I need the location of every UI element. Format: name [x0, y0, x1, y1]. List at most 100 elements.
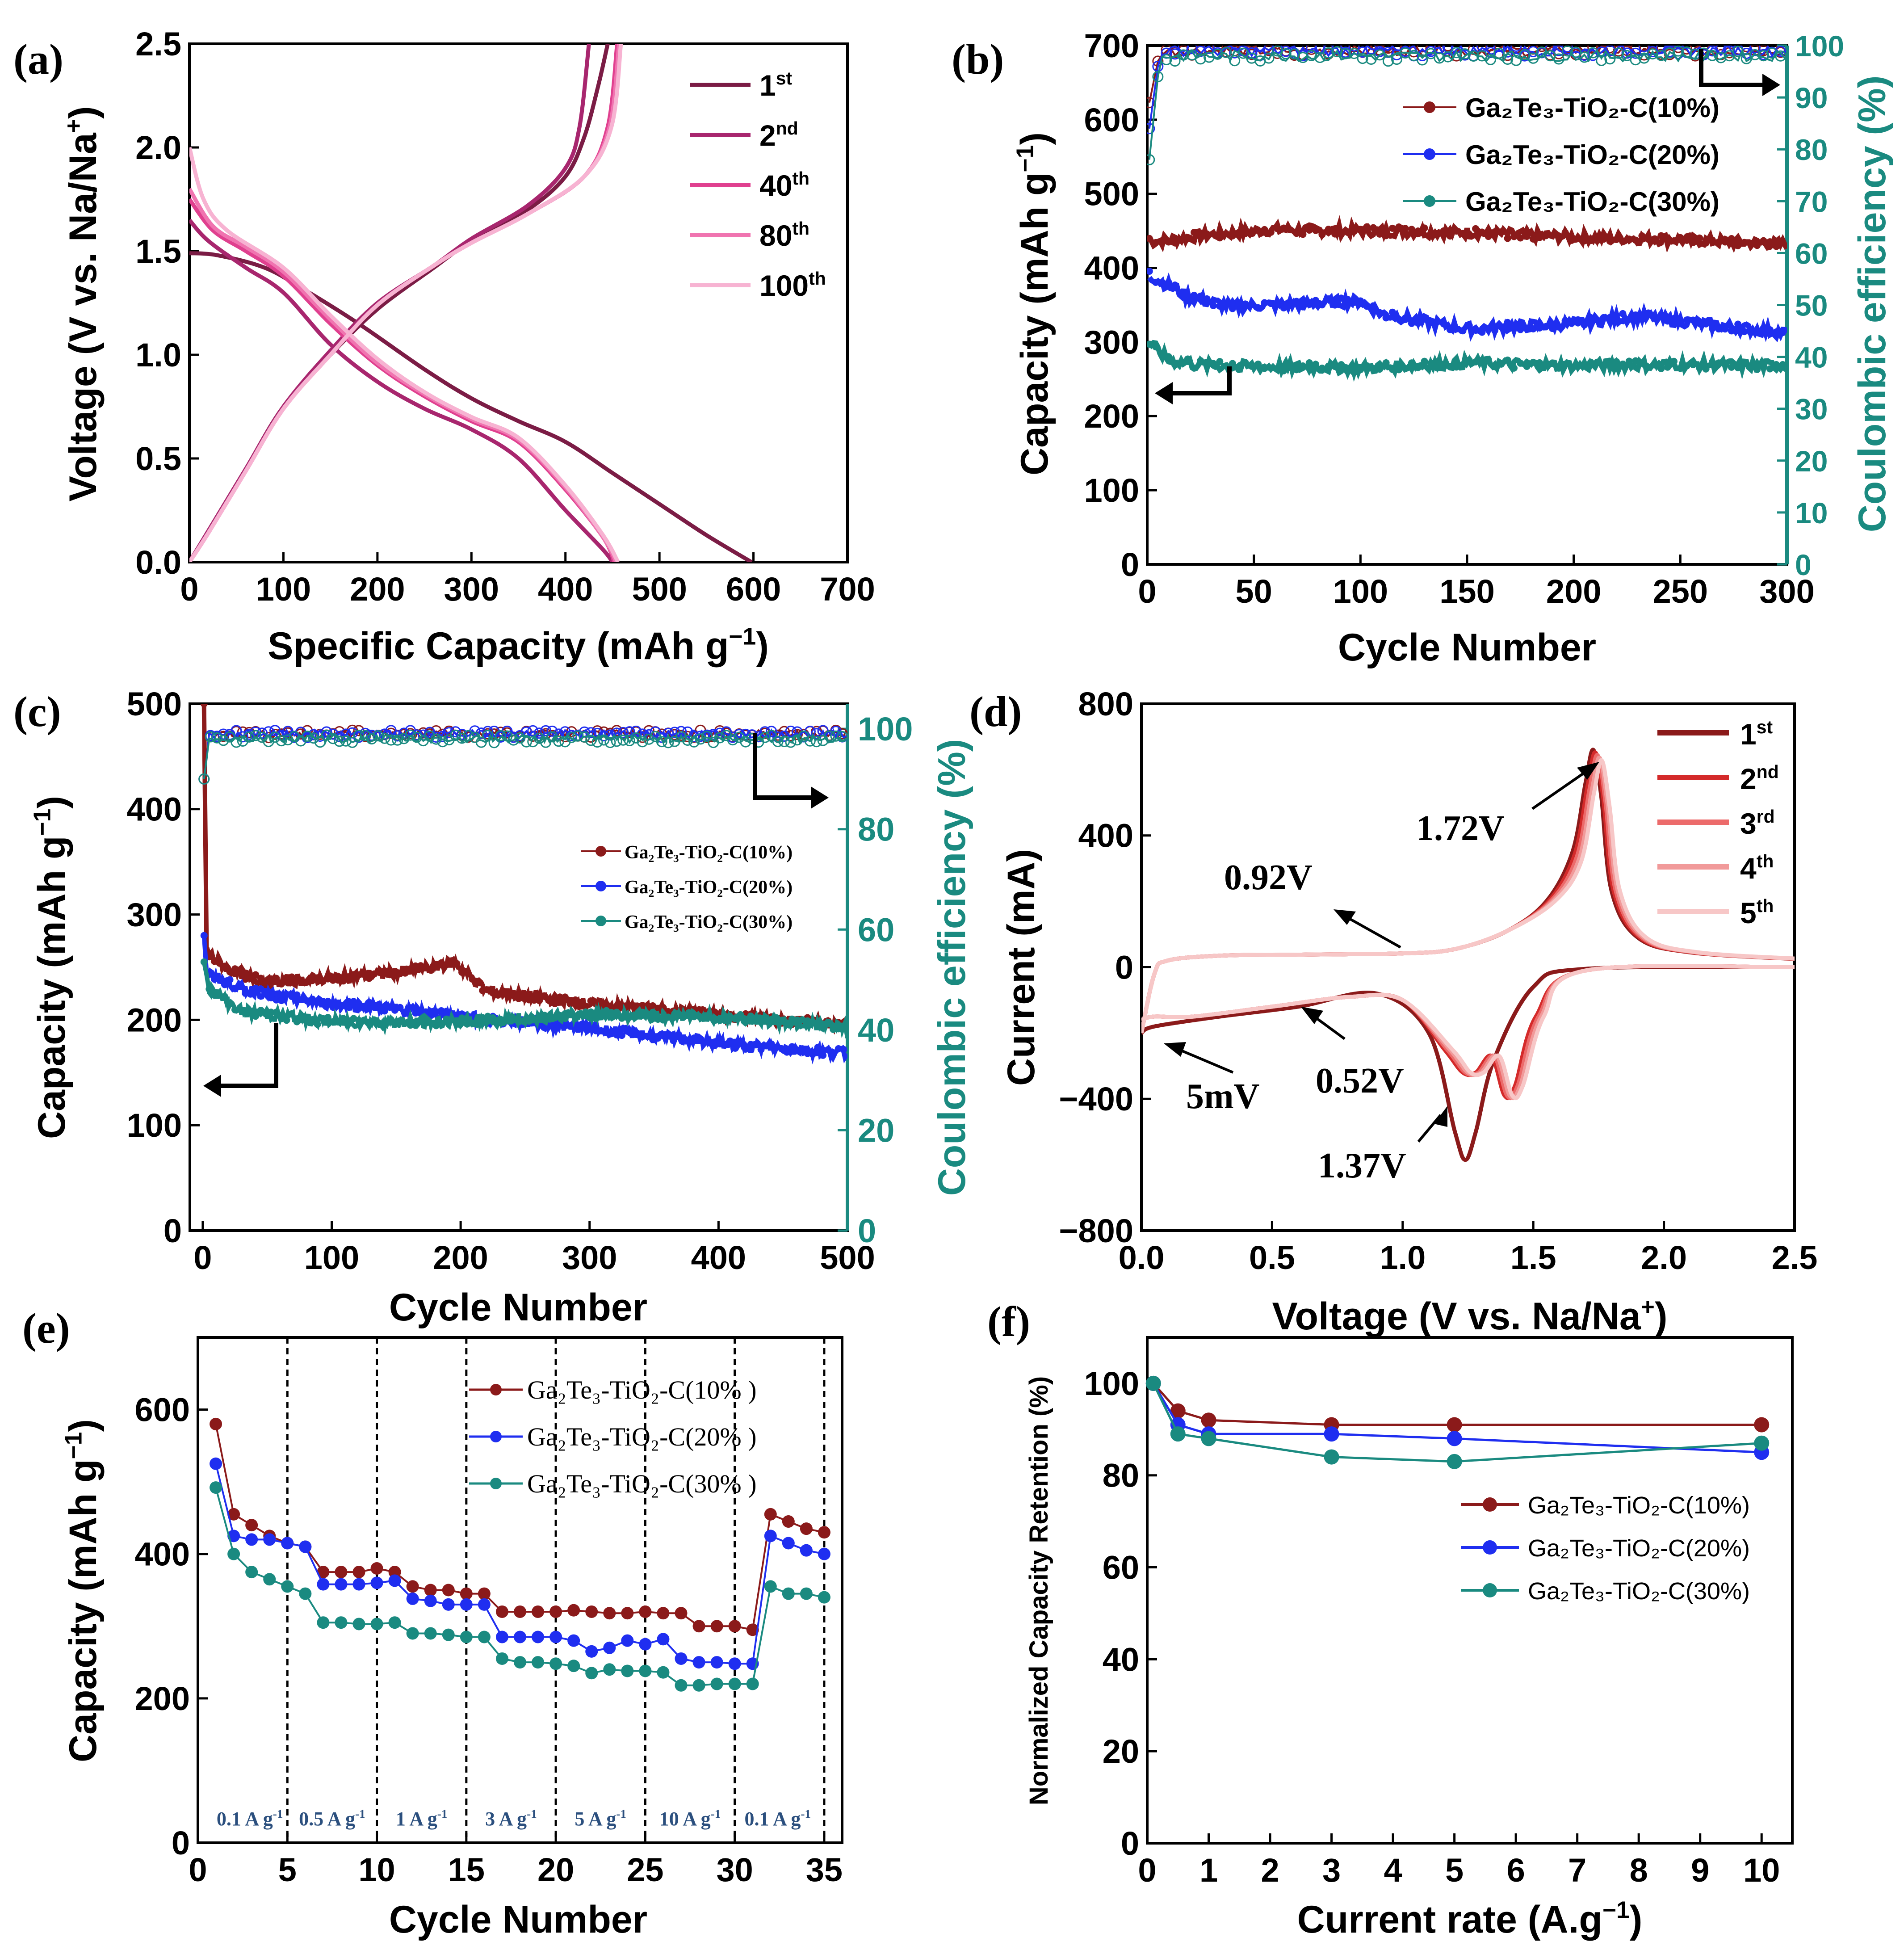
- capacity-point: [1459, 361, 1467, 369]
- superscript: ): [30, 796, 73, 809]
- capacity-point: [1677, 365, 1684, 372]
- capacity-point: [1779, 238, 1787, 246]
- capacity-point: [1235, 229, 1243, 236]
- x-tick-label: 2.5: [1772, 1239, 1818, 1276]
- rate-point: [406, 1592, 419, 1605]
- rate-point: [335, 1616, 348, 1629]
- ce-point: [663, 737, 674, 748]
- text-span: 100: [759, 269, 809, 302]
- capacity-point: [1261, 299, 1268, 307]
- rate-point: [388, 1616, 401, 1629]
- capacity-point: [1222, 230, 1230, 237]
- legend-label: Ga₂Te₃-TiO₂-C(30%): [1465, 187, 1719, 217]
- capacity-point: [1632, 236, 1640, 244]
- capacity-point: [680, 1013, 688, 1021]
- capacity-point: [613, 1031, 621, 1038]
- y-tick-label: 600: [135, 1391, 190, 1428]
- capacity-point: [520, 1017, 528, 1025]
- capacity-point: [391, 1021, 398, 1028]
- legend-label: Ga₂Te₃-TiO₂-C(30%): [1528, 1578, 1750, 1605]
- y2-axis-title: Coulombic efficiency (%): [1851, 76, 1894, 533]
- x-tick-label: 0: [1138, 1852, 1156, 1889]
- legend-label: Ga₂Te₃-TiO₂-C(10%): [1465, 93, 1719, 123]
- legend-label: 3rd: [1740, 806, 1775, 840]
- capacity-point: [1357, 366, 1364, 374]
- capacity-point: [1395, 366, 1403, 374]
- y-tick-label: 300: [1084, 324, 1139, 361]
- capacity-point: [1147, 267, 1153, 275]
- capacity-point: [360, 969, 368, 976]
- capacity-point: [1408, 226, 1415, 233]
- y2-tick-label: 80: [1795, 133, 1828, 166]
- capacity-point: [824, 1018, 832, 1026]
- ce-point: [276, 735, 287, 747]
- ce-point: [1280, 48, 1292, 59]
- ce-point: [1425, 48, 1437, 59]
- y-axis-title: Capacity (mAh g−1): [29, 796, 73, 1139]
- capacity-point: [412, 1021, 419, 1029]
- plot-frame: [1146, 1336, 1794, 1845]
- ce-point: [514, 732, 526, 744]
- capacity-point: [309, 1016, 316, 1024]
- capacity-point: [1184, 297, 1191, 304]
- capacity-point: [288, 1010, 296, 1017]
- text-span: 3 A g: [485, 1808, 527, 1830]
- capacity-point: [1209, 230, 1217, 238]
- y2-tick-label: 90: [1795, 81, 1828, 114]
- x-tick-label: 2: [1261, 1852, 1279, 1889]
- x-axis-title: Cycle Number: [1338, 626, 1596, 669]
- y2-tick-label: 70: [1795, 185, 1828, 218]
- y-tick-label: 0: [172, 1824, 190, 1862]
- capacity-point: [1254, 360, 1262, 368]
- capacity-point: [1613, 312, 1620, 319]
- y-tick-label: 0: [1115, 949, 1133, 986]
- capacity-point: [1229, 305, 1236, 312]
- ce-point: [315, 736, 326, 748]
- ce-point: [302, 731, 313, 742]
- y-tick-label: 100: [1084, 472, 1139, 509]
- capacity-point: [1536, 324, 1543, 332]
- x-tick-label: 0: [193, 1239, 212, 1276]
- x-axis-title: Specific Capacity (mAh g−1): [268, 623, 769, 668]
- capacity-point: [309, 996, 316, 1003]
- rate-point: [764, 1530, 777, 1542]
- rate-point: [514, 1656, 526, 1669]
- superscript: ): [62, 106, 105, 119]
- ce-point: [630, 732, 642, 744]
- ce-point: [1314, 52, 1326, 63]
- capacity-point: [277, 980, 285, 988]
- capacity-point: [345, 1020, 352, 1028]
- superscript: rd: [1757, 806, 1775, 827]
- rate-point: [585, 1645, 598, 1658]
- ce-point: [1664, 47, 1675, 59]
- ce-point: [1434, 52, 1445, 64]
- panel-label: (a): [13, 35, 63, 83]
- capacity-point: [819, 1024, 827, 1032]
- ce-point: [488, 737, 500, 748]
- capacity-point: [412, 962, 419, 970]
- rate-point: [442, 1598, 455, 1611]
- ce-point: [811, 728, 822, 740]
- capacity-point: [1657, 365, 1665, 372]
- panel-label: (b): [952, 35, 1004, 83]
- ce-point: [495, 730, 507, 741]
- capacity-point: [1721, 238, 1729, 246]
- capacity-point: [314, 999, 321, 1006]
- text-span: 10 A g: [659, 1808, 711, 1830]
- superscript: -1: [527, 1807, 537, 1820]
- capacity-point: [793, 1016, 801, 1024]
- ce-point: [1451, 47, 1462, 59]
- capacity-point: [376, 1021, 383, 1028]
- legend-marker: [490, 1431, 502, 1442]
- rate-point: [299, 1587, 312, 1600]
- capacity-point: [1574, 235, 1582, 242]
- ce-point: [450, 730, 461, 741]
- retention-point: [1754, 1417, 1770, 1433]
- ce-point: [714, 732, 726, 744]
- capacity-point: [1203, 295, 1211, 303]
- rate-point: [263, 1533, 276, 1546]
- capacity-point: [1708, 325, 1716, 332]
- capacity-point: [1216, 358, 1224, 366]
- retention-point: [1170, 1403, 1186, 1419]
